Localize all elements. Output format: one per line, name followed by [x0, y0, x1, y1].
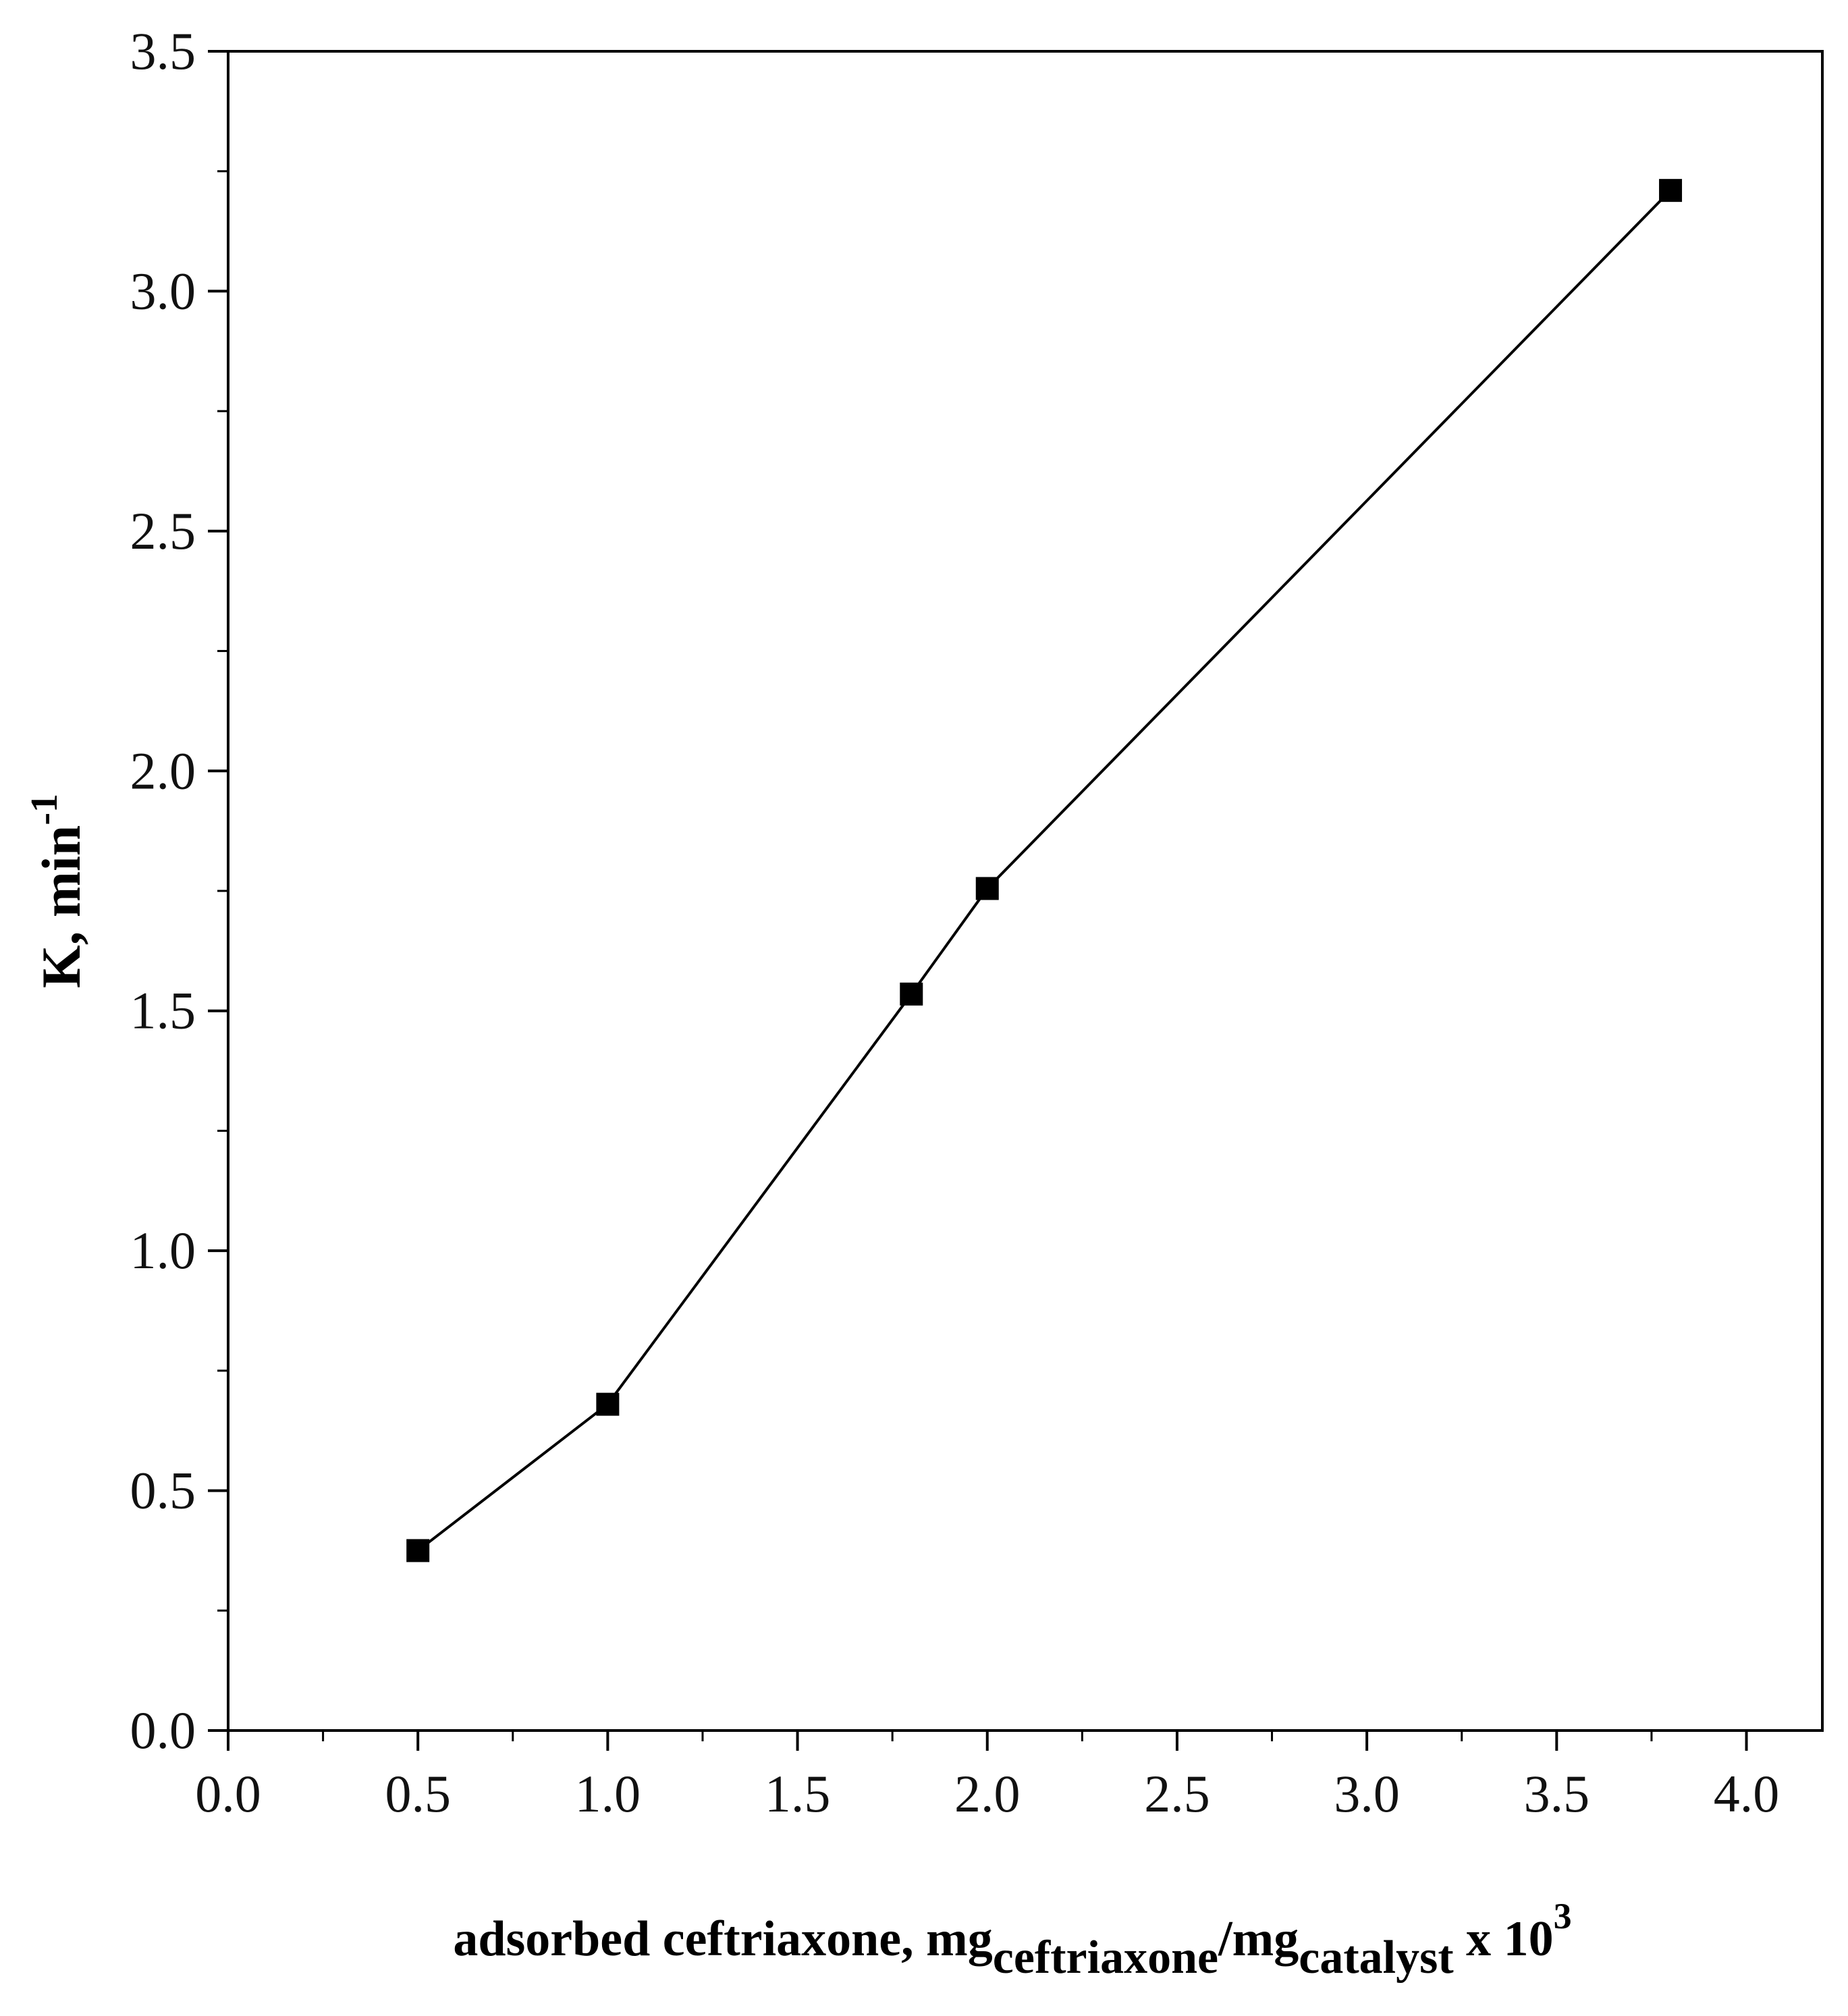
data-point	[900, 982, 923, 1006]
x-tick-label: 0.0	[195, 1764, 261, 1823]
plot-frame	[227, 50, 1824, 1732]
x-tick-label: 2.0	[954, 1764, 1021, 1823]
data-point	[975, 877, 999, 900]
data-points	[406, 179, 1683, 1562]
x-tick-label: 1.5	[765, 1764, 831, 1823]
x-axis-title-sub1: ceftriaxone	[993, 1932, 1218, 1984]
series-line	[416, 189, 1672, 1552]
axis-tick-labels: 0.0 0.5 1.0 1.5 2.0 2.5 3.0 3.5 4.0 0.0 0.5 1.0 1.5 2…	[130, 22, 1780, 1823]
y-tick-label: 3.5	[130, 22, 196, 80]
y-axis-title-main: K, min	[30, 825, 92, 988]
x-axis-title: adsorbed ceftriaxone, mgceftriaxone/mgca…	[453, 1896, 1571, 1984]
y-axis-title-sup: -1	[24, 794, 65, 825]
data-point	[406, 1539, 430, 1562]
x-tick-label: 2.5	[1144, 1764, 1210, 1823]
axis-ticks	[208, 50, 1748, 1751]
x-tick-label: 1.0	[575, 1764, 641, 1823]
x-axis-title-sup: 3	[1554, 1896, 1572, 1936]
x-tick-label: 0.5	[385, 1764, 451, 1823]
data-point	[1659, 179, 1683, 202]
data-point	[596, 1392, 620, 1416]
x-tick-label: 3.5	[1524, 1764, 1590, 1823]
x-axis-title-sub2: catalyst	[1299, 1932, 1453, 1984]
y-tick-label: 1.0	[130, 1221, 196, 1280]
y-tick-label: 2.0	[130, 741, 196, 800]
x-tick-label: 4.0	[1714, 1764, 1780, 1823]
x-tick-label: 3.0	[1334, 1764, 1400, 1823]
x-axis-title-main: adsorbed ceftriaxone, mg	[453, 1911, 992, 1967]
y-axis-title: K, min-1	[24, 794, 92, 988]
y-tick-label: 3.0	[130, 261, 196, 320]
y-tick-label: 0.0	[130, 1701, 196, 1760]
y-tick-label: 1.5	[130, 981, 196, 1040]
y-tick-label: 2.5	[130, 501, 196, 560]
x-axis-title-mid: /mg	[1218, 1911, 1299, 1967]
x-axis-title-tail: x 10	[1454, 1911, 1554, 1967]
y-tick-label: 0.5	[130, 1461, 196, 1520]
